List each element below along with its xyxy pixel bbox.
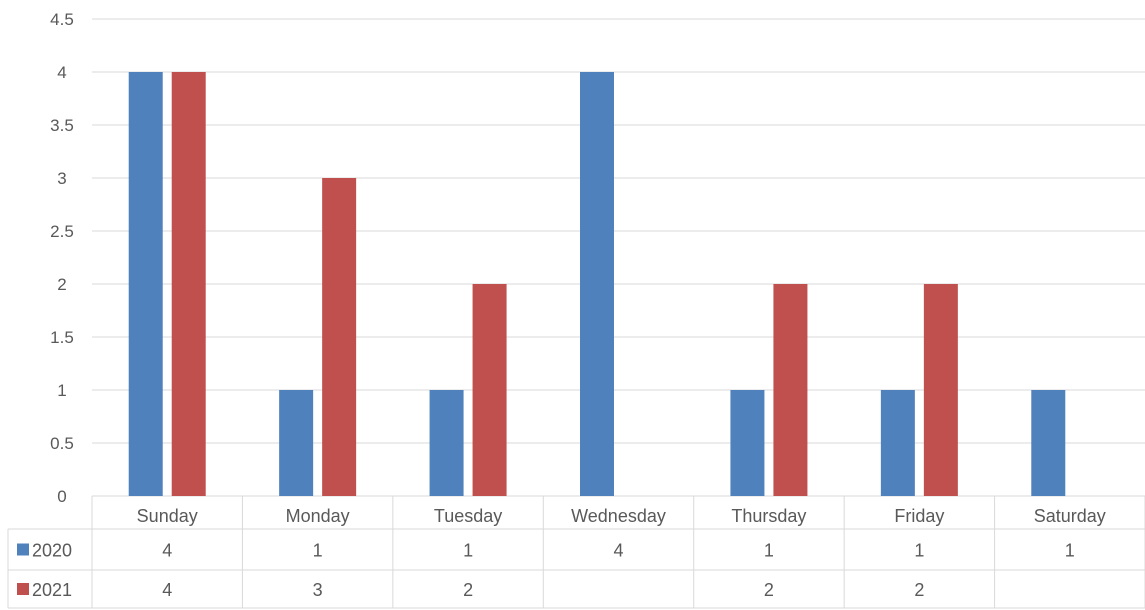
table-cell-2021-friday: 2 (914, 580, 924, 600)
gridlines (92, 18, 1145, 497)
table-cell-2020-sunday: 4 (162, 541, 172, 561)
bar-2021-monday (322, 178, 357, 496)
bar-2020-thursday (730, 390, 765, 496)
category-label-tuesday: Tuesday (434, 506, 502, 526)
data-table-grid (7, 496, 1145, 609)
category-label-saturday: Saturday (1034, 506, 1106, 526)
y-tick-label: 2 (57, 275, 66, 294)
table-cell-2021-monday: 3 (313, 580, 323, 600)
bar-2021-tuesday (472, 284, 507, 496)
category-labels: Sunday Monday Tuesday Wednesday Thursday Frid… (137, 506, 1106, 526)
bar-2020-friday (880, 390, 915, 496)
y-tick-label: 4.5 (50, 10, 74, 29)
y-tick-label: 0 (57, 487, 66, 506)
table-cell-2020-wednesday: 4 (613, 541, 623, 561)
category-label-wednesday: Wednesday (571, 506, 666, 526)
bar-2021-sunday (171, 72, 206, 496)
y-tick-label: 2.5 (50, 222, 74, 241)
table-cell-2021-sunday: 4 (162, 580, 172, 600)
category-label-sunday: Sunday (137, 506, 198, 526)
category-label-monday: Monday (286, 506, 350, 526)
bar-2020-tuesday (429, 390, 464, 496)
bars (128, 72, 1066, 496)
table-cell-2020-tuesday: 1 (463, 541, 473, 561)
category-label-thursday: Thursday (731, 506, 806, 526)
legend-key-2021 (17, 583, 29, 595)
bar-2020-wednesday (580, 72, 614, 496)
y-tick-label: 3 (57, 169, 66, 188)
y-tick-label: 0.5 (50, 434, 74, 453)
bar-2021-thursday (773, 284, 808, 496)
y-tick-label: 4 (57, 63, 66, 82)
data-table-rows: 2020 4 1 1 4 1 1 1 2021 4 3 2 2 2 (17, 541, 1075, 600)
bar-2020-monday (279, 390, 314, 496)
series-label-2021: 2021 (32, 580, 72, 600)
table-cell-2020-thursday: 1 (764, 541, 774, 561)
y-tick-label: 1 (57, 381, 66, 400)
y-axis-tick-labels: 0 0.5 1 1.5 2 2.5 3 3.5 4 4.5 (50, 10, 74, 506)
table-cell-2021-tuesday: 2 (463, 580, 473, 600)
table-cell-2020-friday: 1 (914, 541, 924, 561)
bar-2021-friday (923, 284, 958, 496)
y-tick-label: 3.5 (50, 116, 74, 135)
bar-2020-sunday (128, 72, 163, 496)
y-tick-label: 1.5 (50, 328, 74, 347)
table-cell-2020-saturday: 1 (1065, 541, 1075, 561)
legend-key-2020 (17, 543, 29, 556)
category-label-friday: Friday (894, 506, 944, 526)
bar-2020-saturday (1031, 390, 1066, 496)
table-cell-2020-monday: 1 (313, 541, 323, 561)
series-label-2020: 2020 (32, 541, 72, 561)
table-cell-2021-thursday: 2 (764, 580, 774, 600)
